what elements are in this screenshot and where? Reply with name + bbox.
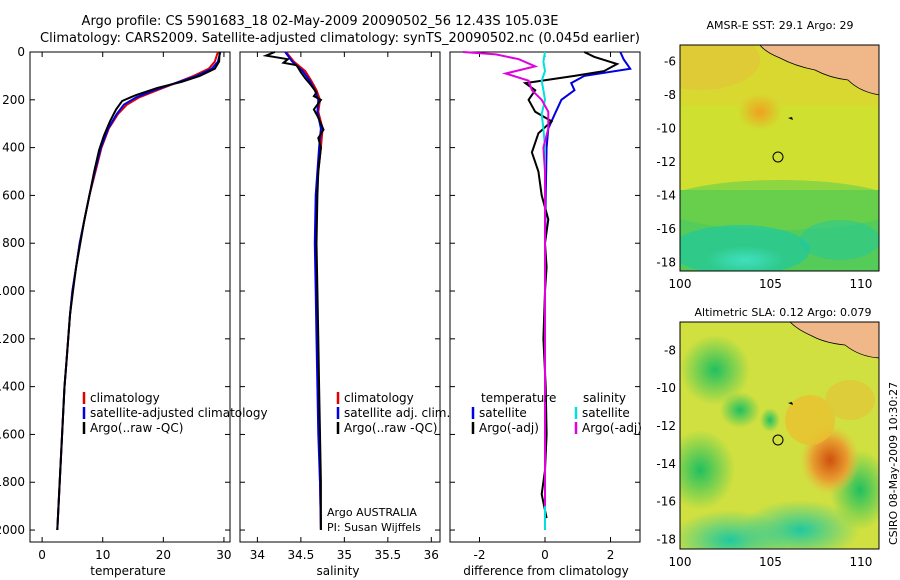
difference-series-temperature-satellite [544, 51, 632, 530]
depth-tick-label: 1400 [0, 380, 25, 394]
temperature-legend-label: Argo(..raw -QC) [90, 421, 183, 435]
sla-map-ytick-label: -8 [664, 343, 676, 357]
sst-map-ytick-label: -16 [656, 222, 676, 236]
salinity-xtick-label: 36 [424, 548, 439, 562]
sla-map-ytick-label: -14 [656, 457, 676, 471]
difference-xlabel: difference from climatology [463, 564, 629, 578]
depth-tick-label: 600 [2, 188, 25, 202]
salinity-xtick-label: 34 [250, 548, 265, 562]
sst-map-ytick-label: -6 [664, 55, 676, 69]
sla-map-xtick-label: 100 [669, 555, 692, 569]
depth-tick-label: 2000 [0, 523, 25, 537]
sla-map-xtick-label: 105 [759, 555, 782, 569]
difference-series-salinity-argo-adj- [463, 51, 550, 507]
salinity-annotation-line2: PI: Susan Wijffels [327, 521, 421, 534]
salinity-legend-label: climatology [344, 391, 414, 405]
title-line1: Argo profile: CS 5901683_18 02-May-2009 … [82, 14, 559, 29]
difference-legend-temp-argo-label: Argo(-adj) [479, 421, 539, 435]
depth-tick-label: 400 [2, 141, 25, 155]
salinity-xtick-label: 35.5 [374, 548, 401, 562]
sla-map-title: Altimetric SLA: 0.12 Argo: 0.079 [694, 306, 871, 319]
temperature-xtick-label: 20 [156, 548, 171, 562]
sst-map-field [680, 45, 879, 271]
difference-xtick-label: -2 [473, 548, 485, 562]
sst-island-mark [788, 117, 793, 120]
temperature-legend-label: satellite-adjusted climatology [90, 406, 268, 420]
difference-legend-heading-temperature: temperature [481, 391, 556, 405]
sla-map-ytick-label: -18 [656, 533, 676, 547]
depth-tick-label: 800 [2, 236, 25, 250]
salinity-panel-frame [239, 51, 441, 543]
depth-tick-label: 1000 [0, 284, 25, 298]
difference-legend-sal-sat-label: satellite [582, 406, 630, 420]
difference-series-temperature-argo-adj- [522, 51, 620, 519]
salinity-xlabel: salinity [316, 564, 359, 578]
sst-map-xtick-label: 100 [669, 277, 692, 291]
temperature-legend-label: climatology [90, 391, 160, 405]
sst-map-ytick-label: -8 [664, 88, 676, 102]
depth-tick-label: 1200 [0, 332, 25, 346]
temperature-xtick-label: 30 [216, 548, 231, 562]
depth-tick-label: 200 [2, 93, 25, 107]
sst-map-xtick-label: 105 [759, 277, 782, 291]
sst-argo-marker [772, 151, 784, 163]
sla-argo-marker [772, 434, 784, 446]
side-timestamp: CSIRO 08-May-2009 10:30:27 [887, 382, 900, 545]
depth-tick-label: 1600 [0, 427, 25, 441]
sst-map-ytick-label: -12 [656, 155, 676, 169]
salinity-series-argo-raw-qc- [262, 51, 325, 530]
salinity-annotation-line1: Argo AUSTRALIA [327, 506, 417, 519]
sst-map-title: AMSR-E SST: 29.1 Argo: 29 [706, 19, 853, 32]
temperature-series-satellite-adjusted-climatology [56, 51, 222, 531]
temperature-panel-frame [29, 51, 231, 543]
sst-map-ytick-label: -10 [656, 122, 676, 136]
sla-map-ytick-label: -16 [656, 495, 676, 509]
difference-xtick-label: 2 [607, 548, 615, 562]
sla-map-frame [679, 321, 880, 550]
sla-map-ytick-label: -12 [656, 419, 676, 433]
temperature-xlabel: temperature [90, 564, 165, 578]
temperature-series-climatology [56, 51, 219, 531]
difference-legend-temp-sat-label: satellite [479, 406, 527, 420]
sla-map-field [680, 322, 879, 549]
salinity-xtick-label: 35 [337, 548, 352, 562]
temperature-series-argo-raw-qc- [56, 51, 221, 531]
difference-xtick-label: 0 [541, 548, 549, 562]
salinity-xtick-label: 34.5 [288, 548, 315, 562]
sst-map-xtick-label: 110 [849, 277, 872, 291]
sla-map-xtick-label: 110 [849, 555, 872, 569]
depth-tick-label: 0 [17, 45, 25, 59]
sla-island-mark [788, 402, 793, 405]
temperature-xtick-label: 10 [95, 548, 110, 562]
sst-map-ytick-label: -14 [656, 189, 676, 203]
temperature-xtick-label: 0 [38, 548, 46, 562]
difference-legend-sal-argo-label: Argo(-adj) [582, 421, 642, 435]
salinity-legend-label: Argo(..raw -QC) [344, 421, 437, 435]
difference-legend-heading-salinity: salinity [583, 391, 626, 405]
title-line2: Climatology: CARS2009. Satellite-adjuste… [40, 31, 640, 46]
sst-map-ytick-label: -18 [656, 256, 676, 270]
sla-map-ytick-label: -10 [656, 381, 676, 395]
sst-map-frame [679, 44, 880, 272]
salinity-series-satellite-adj-clim- [284, 51, 322, 531]
salinity-legend-label: satellite adj. clim. [344, 406, 450, 420]
depth-tick-label: 1800 [0, 475, 25, 489]
